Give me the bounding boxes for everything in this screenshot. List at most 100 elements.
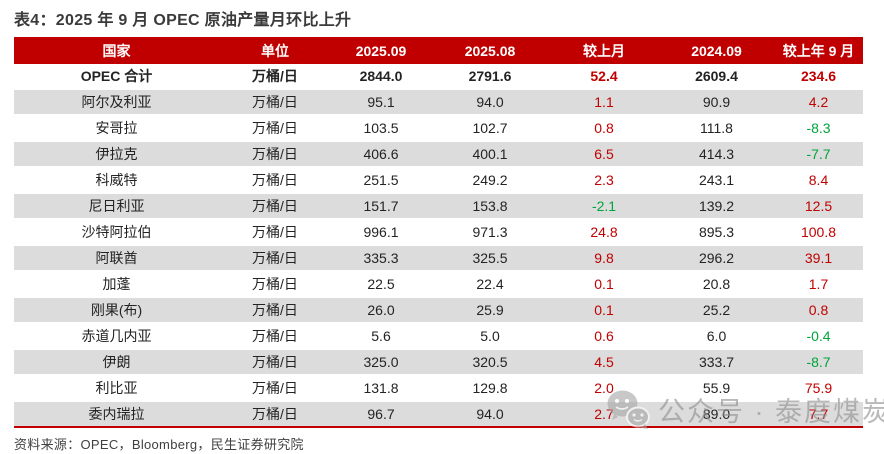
country-cell: 沙特阿拉伯 <box>14 219 219 246</box>
yoy-change-cell: 39.1 <box>774 245 863 272</box>
table-header-row: 国家 单位 2025.09 2025.08 较上月 2024.09 较上年 9 月 <box>14 37 863 64</box>
mom-change-cell: 1.1 <box>549 89 659 116</box>
value-2025-09-cell: 406.6 <box>331 141 431 168</box>
country-cell: 委内瑞拉 <box>14 401 219 428</box>
mom-change-cell: 0.6 <box>549 323 659 350</box>
value-2025-09-cell: 251.5 <box>331 167 431 194</box>
country-cell: 伊朗 <box>14 349 219 376</box>
country-cell: 阿联酋 <box>14 245 219 272</box>
unit-cell: 万桶/日 <box>219 141 331 168</box>
value-2025-09-cell: 131.8 <box>331 375 431 402</box>
yoy-change-cell: -8.3 <box>774 115 863 142</box>
yoy-change-cell: 0.8 <box>774 297 863 324</box>
mom-change-cell: 2.0 <box>549 375 659 402</box>
yoy-change-cell: 7.7 <box>774 401 863 428</box>
value-2025-08-cell: 94.0 <box>431 89 549 116</box>
opec-production-table: 国家 单位 2025.09 2025.08 较上月 2024.09 较上年 9 月 OPEC… <box>14 37 863 428</box>
table-body: OPEC 合计 万桶/日 2844.0 2791.6 52.4 2609.4 2… <box>14 64 863 428</box>
country-cell: OPEC 合计 <box>14 64 219 90</box>
table-row: 阿尔及利亚 万桶/日 95.1 94.0 1.1 90.9 4.2 <box>14 89 863 116</box>
unit-cell: 万桶/日 <box>219 219 331 246</box>
yoy-change-cell: 12.5 <box>774 193 863 220</box>
table-row: 赤道几内亚 万桶/日 5.6 5.0 0.6 6.0 -0.4 <box>14 323 863 350</box>
source-note: 资料来源：OPEC，Bloomberg，民生证券研究院 <box>14 437 304 452</box>
country-cell: 尼日利亚 <box>14 193 219 220</box>
value-2024-09-cell: 895.3 <box>659 219 774 246</box>
value-2025-09-cell: 325.0 <box>331 349 431 376</box>
value-2024-09-cell: 6.0 <box>659 323 774 350</box>
value-2024-09-cell: 414.3 <box>659 141 774 168</box>
mom-change-cell: 6.5 <box>549 141 659 168</box>
country-cell: 刚果(布) <box>14 297 219 324</box>
mom-change-cell: -2.1 <box>549 193 659 220</box>
table-row: 刚果(布) 万桶/日 26.0 25.9 0.1 25.2 0.8 <box>14 297 863 324</box>
value-2025-09-cell: 996.1 <box>331 219 431 246</box>
value-2024-09-cell: 2609.4 <box>659 64 774 90</box>
yoy-change-cell: 4.2 <box>774 89 863 116</box>
yoy-change-cell: 100.8 <box>774 219 863 246</box>
value-2025-09-cell: 5.6 <box>331 323 431 350</box>
unit-cell: 万桶/日 <box>219 349 331 376</box>
table-row: 安哥拉 万桶/日 103.5 102.7 0.8 111.8 -8.3 <box>14 115 863 142</box>
mom-change-cell: 0.1 <box>549 271 659 298</box>
value-2025-09-cell: 95.1 <box>331 89 431 116</box>
value-2025-09-cell: 103.5 <box>331 115 431 142</box>
column-header: 较上月 <box>549 37 659 64</box>
mom-change-cell: 0.8 <box>549 115 659 142</box>
value-2025-08-cell: 400.1 <box>431 141 549 168</box>
value-2025-08-cell: 25.9 <box>431 297 549 324</box>
value-2025-09-cell: 335.3 <box>331 245 431 272</box>
country-cell: 阿尔及利亚 <box>14 89 219 116</box>
unit-cell: 万桶/日 <box>219 323 331 350</box>
country-cell: 安哥拉 <box>14 115 219 142</box>
table-row: 阿联酋 万桶/日 335.3 325.5 9.8 296.2 39.1 <box>14 245 863 272</box>
column-header: 较上年 9 月 <box>774 37 863 64</box>
yoy-change-cell: 75.9 <box>774 375 863 402</box>
report-table-figure: 表4：2025 年 9 月 OPEC 原油产量月环比上升 国家 单位 2025.09… <box>14 6 863 453</box>
mom-change-cell: 52.4 <box>549 64 659 90</box>
unit-cell: 万桶/日 <box>219 401 331 428</box>
table-row: OPEC 合计 万桶/日 2844.0 2791.6 52.4 2609.4 2… <box>14 64 863 90</box>
unit-cell: 万桶/日 <box>219 297 331 324</box>
column-header: 2025.08 <box>431 37 549 64</box>
value-2024-09-cell: 55.9 <box>659 375 774 402</box>
table-title: 表4：2025 年 9 月 OPEC 原油产量月环比上升 <box>14 12 352 29</box>
country-cell: 利比亚 <box>14 375 219 402</box>
yoy-change-cell: -8.7 <box>774 349 863 376</box>
table-row: 利比亚 万桶/日 131.8 129.8 2.0 55.9 75.9 <box>14 375 863 402</box>
country-cell: 科威特 <box>14 167 219 194</box>
value-2025-08-cell: 5.0 <box>431 323 549 350</box>
value-2024-09-cell: 296.2 <box>659 245 774 272</box>
mom-change-cell: 4.5 <box>549 349 659 376</box>
value-2025-09-cell: 26.0 <box>331 297 431 324</box>
value-2025-09-cell: 151.7 <box>331 193 431 220</box>
value-2025-09-cell: 2844.0 <box>331 64 431 90</box>
table-row: 伊拉克 万桶/日 406.6 400.1 6.5 414.3 -7.7 <box>14 141 863 168</box>
table-row: 尼日利亚 万桶/日 151.7 153.8 -2.1 139.2 12.5 <box>14 193 863 220</box>
country-cell: 加蓬 <box>14 271 219 298</box>
unit-cell: 万桶/日 <box>219 167 331 194</box>
value-2024-09-cell: 333.7 <box>659 349 774 376</box>
yoy-change-cell: 8.4 <box>774 167 863 194</box>
yoy-change-cell: -0.4 <box>774 323 863 350</box>
unit-cell: 万桶/日 <box>219 64 331 90</box>
unit-cell: 万桶/日 <box>219 89 331 116</box>
value-2025-08-cell: 320.5 <box>431 349 549 376</box>
value-2024-09-cell: 111.8 <box>659 115 774 142</box>
value-2025-08-cell: 153.8 <box>431 193 549 220</box>
unit-cell: 万桶/日 <box>219 271 331 298</box>
column-header: 单位 <box>219 37 331 64</box>
value-2024-09-cell: 139.2 <box>659 193 774 220</box>
yoy-change-cell: -7.7 <box>774 141 863 168</box>
mom-change-cell: 2.3 <box>549 167 659 194</box>
value-2025-08-cell: 22.4 <box>431 271 549 298</box>
yoy-change-cell: 234.6 <box>774 64 863 90</box>
mom-change-cell: 2.7 <box>549 401 659 428</box>
value-2024-09-cell: 90.9 <box>659 89 774 116</box>
column-header: 2025.09 <box>331 37 431 64</box>
value-2024-09-cell: 25.2 <box>659 297 774 324</box>
table-row: 委内瑞拉 万桶/日 96.7 94.0 2.7 89.0 7.7 <box>14 401 863 428</box>
table-row: 加蓬 万桶/日 22.5 22.4 0.1 20.8 1.7 <box>14 271 863 298</box>
yoy-change-cell: 1.7 <box>774 271 863 298</box>
unit-cell: 万桶/日 <box>219 245 331 272</box>
